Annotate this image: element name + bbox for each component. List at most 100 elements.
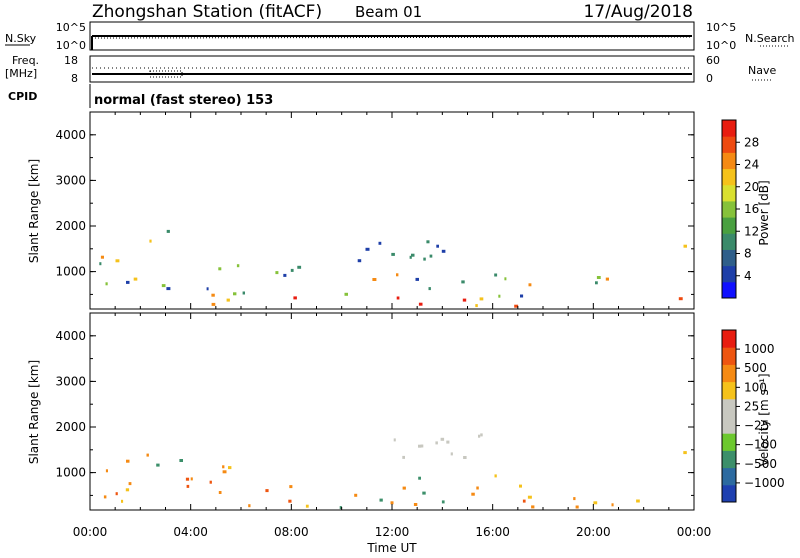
velocity-ylabel: Slant Range [km]	[27, 360, 41, 464]
echo-cell	[418, 476, 421, 480]
echo-cell	[422, 491, 426, 495]
echo-cell	[504, 277, 507, 281]
echo-cell	[429, 254, 433, 258]
echo-cell	[520, 294, 524, 298]
echo-cell	[479, 297, 484, 301]
colorbar-segment	[722, 450, 736, 469]
echo-cell	[218, 491, 222, 494]
echo-cell	[450, 452, 453, 456]
y-tick-label: 2000	[55, 420, 86, 434]
echo-cell	[519, 484, 522, 488]
colorbar-tick-label: 4	[744, 269, 752, 283]
echo-cell	[396, 296, 400, 300]
freq-strip: Freq. [MHz] 18 8 60 0 Nave	[5, 54, 776, 85]
y-tick-label: 1000	[55, 265, 86, 279]
echo-cell	[418, 444, 422, 448]
echo-cell	[378, 241, 382, 245]
colorbar-tick-label: 20	[744, 180, 759, 194]
nsky-strip: N.Sky 10^5 10^0 10^5 10^0 N.Search	[5, 21, 795, 52]
echo-cell	[186, 484, 190, 488]
colorbar-segment	[722, 120, 736, 137]
echo-cell	[393, 438, 396, 442]
echo-cell	[611, 503, 614, 507]
power-ylabel: Slant Range [km]	[27, 159, 41, 263]
echo-cell	[461, 280, 465, 284]
echo-cell	[248, 504, 251, 508]
nave-tick-bottom: 0	[706, 72, 713, 85]
nsearch-tick-top: 10^5	[706, 21, 736, 34]
echo-cell	[595, 281, 598, 285]
colorbar-segment	[722, 416, 736, 434]
power-colorbar: 28 24 20 16 12 8 4	[721, 119, 759, 299]
date-label: 17/Aug/2018	[583, 2, 693, 22]
colorbar-segment	[722, 347, 736, 365]
nsky-label: N.Sky	[5, 32, 37, 45]
echo-cell	[415, 277, 419, 281]
echo-cell	[463, 456, 467, 459]
x-tick-label: 20:00	[576, 525, 611, 539]
echo-cell	[605, 277, 609, 281]
echo-cell	[242, 291, 245, 295]
colorbar-segment	[722, 433, 736, 451]
colorbar-tick-label: 16	[744, 202, 759, 216]
nsearch-tick-bottom: 10^0	[706, 39, 736, 52]
echo-cell	[179, 459, 183, 462]
cpid-label: CPID	[8, 90, 37, 103]
velocity-y-ticks: 4000 3000 2000 1000	[55, 313, 695, 510]
echo-cell	[498, 294, 501, 298]
y-tick-label: 4000	[55, 329, 86, 343]
echo-cell	[441, 249, 446, 253]
colorbar-frame	[721, 329, 737, 503]
nave-tick-top: 60	[706, 54, 720, 67]
x-tick-label: 00:00	[677, 525, 712, 539]
beam-label: Beam 01	[355, 3, 422, 21]
echo-cell	[283, 273, 287, 277]
y-tick-label: 2000	[55, 219, 86, 233]
freq-label-1: Freq.	[12, 54, 39, 67]
echo-cell	[305, 504, 309, 508]
nave-label: Nave	[748, 64, 776, 77]
y-tick-label: 4000	[55, 128, 86, 142]
echo-cell	[409, 255, 412, 259]
echo-cell	[103, 495, 107, 499]
colorbar-segment	[722, 249, 736, 267]
echo-cell	[290, 268, 294, 272]
nsky-tick-bottom: 10^0	[56, 39, 86, 52]
echo-cell	[476, 486, 479, 490]
echo-cell	[391, 252, 395, 256]
echo-cell	[133, 277, 138, 281]
colorbar-segment	[722, 152, 736, 170]
echo-cell	[372, 278, 377, 281]
echo-cell	[185, 477, 190, 481]
echo-cell	[115, 492, 118, 496]
echo-cell	[593, 501, 598, 505]
echo-cell	[379, 498, 383, 502]
colorbar-segment	[722, 136, 736, 153]
colorbar-tick-label: 8	[744, 247, 752, 261]
echo-cell	[211, 293, 215, 297]
x-axis-label: Time UT	[366, 541, 417, 554]
freq-label-2: [MHz]	[5, 67, 37, 80]
nsky-tick-top: 10^5	[56, 21, 86, 34]
echo-cell	[211, 302, 216, 306]
echo-cell	[146, 453, 149, 457]
echo-cell	[636, 499, 640, 503]
echo-cell	[339, 506, 342, 510]
echo-cell	[233, 292, 237, 296]
echo-cell	[418, 302, 423, 306]
power-data	[99, 229, 687, 308]
echo-cell	[265, 489, 269, 493]
echo-cell	[354, 493, 358, 497]
echo-cell	[575, 505, 579, 509]
echo-cell	[222, 470, 227, 474]
station-title: Zhongshan Station (fitACF)	[92, 2, 322, 22]
echo-cell	[222, 465, 225, 469]
echo-cell	[514, 304, 519, 308]
colorbar-tick-label: −25	[744, 419, 769, 433]
echo-cell	[293, 296, 297, 300]
power-panel: 4000 3000 2000 1000 Slant Range [km] 28 24 20…	[27, 111, 771, 310]
echo-cell	[357, 259, 362, 263]
echo-cell	[462, 298, 467, 302]
echo-cell	[190, 477, 193, 481]
